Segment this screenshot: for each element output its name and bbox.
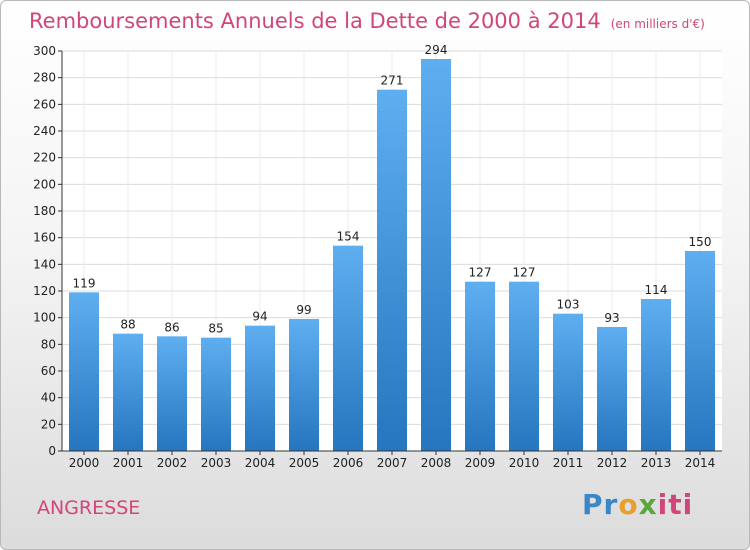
y-tick-label: 220 [33, 151, 56, 165]
bar-value-label: 88 [120, 318, 135, 332]
x-tick-label: 2011 [553, 456, 584, 470]
x-tick-label: 2001 [113, 456, 144, 470]
bar-value-label: 154 [337, 230, 360, 244]
chart-title: Remboursements Annuels de la Dette de 20… [29, 9, 705, 33]
chart-subtitle: (en milliers d'€) [610, 17, 705, 31]
x-tick-label: 2012 [597, 456, 628, 470]
bar-value-label: 271 [381, 74, 404, 88]
bar-2001[interactable] [113, 333, 143, 451]
y-tick-label: 40 [41, 391, 56, 405]
y-tick-label: 120 [33, 284, 56, 298]
bar-value-label: 86 [164, 320, 179, 334]
proxiti-logo[interactable]: Proxiti [582, 488, 694, 521]
x-tick-label: 2003 [201, 456, 232, 470]
y-tick-label: 100 [33, 311, 56, 325]
bar-value-label: 94 [252, 310, 267, 324]
bar-2005[interactable] [289, 319, 319, 451]
bar-2008[interactable] [421, 59, 451, 451]
y-tick-label: 20 [41, 417, 56, 431]
x-tick-label: 2008 [421, 456, 452, 470]
bar-value-label: 127 [469, 266, 492, 280]
y-tick-label: 0 [48, 444, 56, 458]
bar-2003[interactable] [201, 337, 231, 451]
bar-value-label: 150 [689, 235, 712, 249]
x-tick-label: 2014 [685, 456, 716, 470]
bar-2010[interactable] [509, 281, 539, 451]
y-tick-label: 240 [33, 124, 56, 138]
y-tick-label: 160 [33, 231, 56, 245]
bar-2004[interactable] [245, 325, 275, 451]
y-tick-label: 60 [41, 364, 56, 378]
y-tick-label: 180 [33, 204, 56, 218]
x-tick-label: 2004 [245, 456, 276, 470]
bar-value-label: 294 [425, 43, 448, 57]
x-tick-label: 2010 [509, 456, 540, 470]
y-tick-label: 200 [33, 177, 56, 191]
x-tick-label: 2002 [157, 456, 188, 470]
bar-value-label: 114 [645, 283, 668, 297]
x-tick-label: 2000 [69, 456, 100, 470]
x-tick-label: 2013 [641, 456, 672, 470]
y-tick-label: 140 [33, 257, 56, 271]
bar-2009[interactable] [465, 281, 495, 451]
y-tick-label: 80 [41, 337, 56, 351]
bar-2012[interactable] [597, 327, 627, 451]
y-tick-label: 300 [33, 44, 56, 58]
y-tick-label: 280 [33, 71, 56, 85]
bar-2014[interactable] [685, 251, 715, 451]
bar-value-label: 119 [73, 276, 96, 290]
x-tick-label: 2005 [289, 456, 320, 470]
bar-2007[interactable] [377, 89, 407, 452]
bar-value-label: 93 [604, 311, 619, 325]
x-tick-label: 2009 [465, 456, 496, 470]
bar-value-label: 85 [208, 322, 223, 336]
bar-value-label: 127 [513, 266, 536, 280]
x-tick-label: 2006 [333, 456, 364, 470]
commune-name: ANGRESSE [37, 497, 141, 519]
bar-2002[interactable] [157, 336, 187, 451]
bar-value-label: 103 [557, 298, 580, 312]
x-tick-label: 2007 [377, 456, 408, 470]
bar-value-label: 99 [296, 303, 311, 317]
bar-2006[interactable] [333, 245, 363, 451]
bar-2000[interactable] [69, 292, 99, 451]
bar-2013[interactable] [641, 299, 671, 451]
y-tick-label: 260 [33, 97, 56, 111]
bar-2011[interactable] [553, 313, 583, 451]
